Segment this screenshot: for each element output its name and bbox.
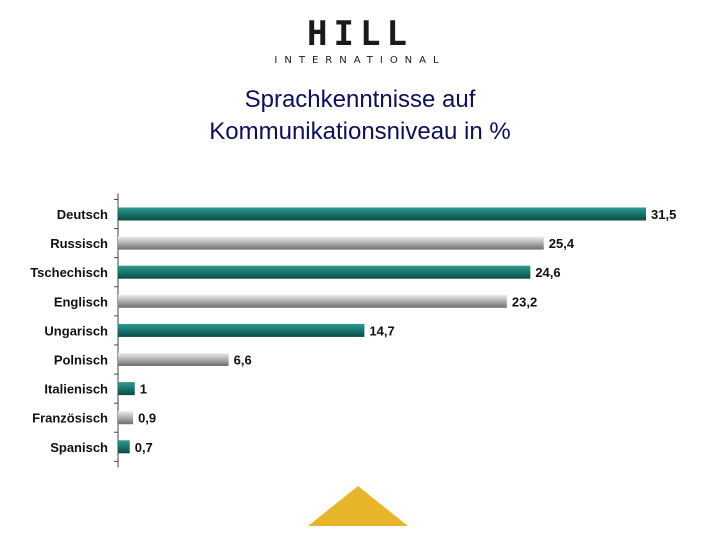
value-label: 1 bbox=[140, 382, 147, 397]
category-label: Tschechisch bbox=[30, 265, 108, 280]
bar-deutsch bbox=[118, 207, 646, 221]
category-label: Französisch bbox=[32, 411, 108, 426]
category-label: Englisch bbox=[54, 294, 108, 309]
value-label: 31,5 bbox=[651, 207, 676, 222]
value-label: 24,6 bbox=[535, 265, 560, 280]
value-label: 0,9 bbox=[138, 411, 156, 426]
category-label: Polnisch bbox=[54, 353, 108, 368]
value-label: 23,2 bbox=[512, 294, 537, 309]
chart-title-line-1: Sprachkenntnisse auf bbox=[244, 86, 476, 113]
logo-wordmark: HILL bbox=[307, 14, 413, 54]
logo-subtitle: INTERNATIONAL bbox=[274, 55, 446, 66]
bar-russisch bbox=[118, 236, 544, 250]
bar-spanisch bbox=[118, 440, 130, 454]
value-label: 0,7 bbox=[135, 440, 153, 455]
value-label: 25,4 bbox=[549, 236, 575, 251]
chart-title: Sprachkenntnisse auf Kommunikationsnivea… bbox=[0, 84, 720, 148]
bar-tschechisch bbox=[118, 265, 531, 279]
category-label: Deutsch bbox=[57, 207, 108, 222]
bar-ungarisch bbox=[118, 323, 365, 337]
bar-französisch bbox=[118, 411, 134, 425]
category-label: Ungarisch bbox=[44, 323, 108, 338]
bar-englisch bbox=[118, 294, 507, 308]
value-label: 14,7 bbox=[369, 323, 394, 338]
bar-italienisch bbox=[118, 382, 135, 396]
category-label: Spanisch bbox=[50, 440, 108, 455]
bar-polnisch bbox=[118, 353, 229, 366]
category-label: Italienisch bbox=[44, 382, 108, 397]
chart-title-line-2: Kommunikationsniveau in % bbox=[209, 118, 511, 145]
category-label: Russisch bbox=[50, 236, 108, 251]
decorative-triangle bbox=[308, 486, 408, 526]
value-label: 6,6 bbox=[234, 353, 252, 368]
